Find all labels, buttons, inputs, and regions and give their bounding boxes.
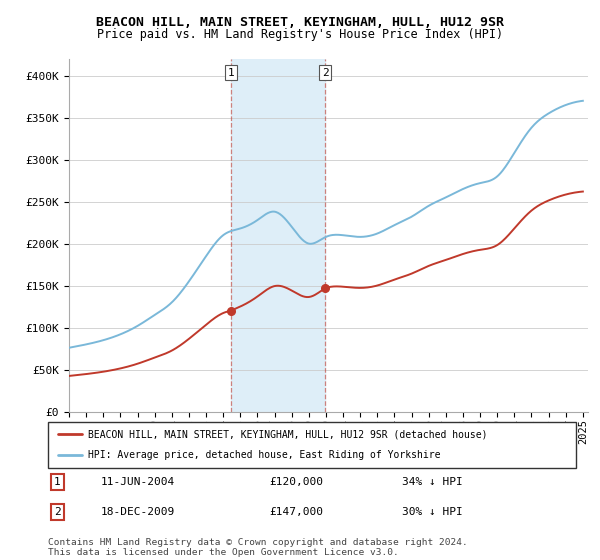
Text: 2: 2	[322, 68, 329, 78]
Bar	[230, 59, 325, 412]
Text: BEACON HILL, MAIN STREET, KEYINGHAM, HULL, HU12 9SR: BEACON HILL, MAIN STREET, KEYINGHAM, HUL…	[96, 16, 504, 29]
Text: £147,000: £147,000	[270, 507, 324, 517]
Text: 11-JUN-2004: 11-JUN-2004	[101, 477, 175, 487]
Text: Contains HM Land Registry data © Crown copyright and database right 2024.
This d: Contains HM Land Registry data © Crown c…	[48, 538, 468, 557]
FancyBboxPatch shape	[48, 422, 576, 468]
Text: 1: 1	[54, 477, 61, 487]
Text: 1: 1	[227, 68, 234, 78]
Text: 2: 2	[54, 507, 61, 517]
Text: 34% ↓ HPI: 34% ↓ HPI	[402, 477, 463, 487]
Text: HPI: Average price, detached house, East Riding of Yorkshire: HPI: Average price, detached house, East…	[88, 450, 440, 460]
Text: Price paid vs. HM Land Registry's House Price Index (HPI): Price paid vs. HM Land Registry's House …	[97, 28, 503, 41]
Text: 18-DEC-2009: 18-DEC-2009	[101, 507, 175, 517]
Text: 30% ↓ HPI: 30% ↓ HPI	[402, 507, 463, 517]
Text: BEACON HILL, MAIN STREET, KEYINGHAM, HULL, HU12 9SR (detached house): BEACON HILL, MAIN STREET, KEYINGHAM, HUL…	[88, 429, 487, 439]
Text: £120,000: £120,000	[270, 477, 324, 487]
